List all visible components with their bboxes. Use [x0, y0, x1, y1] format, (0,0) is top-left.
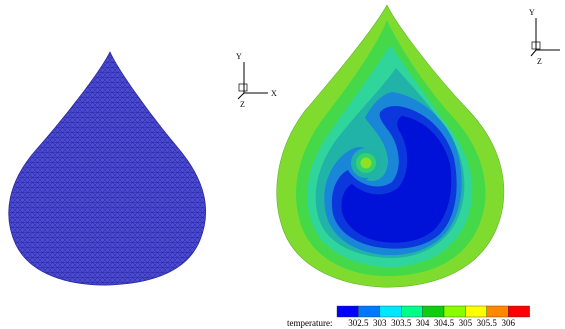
- colorbar-swatch: [336, 305, 359, 318]
- contour-core: [341, 116, 452, 243]
- colorbar-tick-label: 305: [459, 318, 473, 328]
- colorbar-swatch: [422, 305, 445, 318]
- mesh-drop: [8, 51, 206, 286]
- temperature-legend: temperature: 302.5 303 303.5 304 304.5 305 305…: [287, 305, 530, 328]
- colorbar-swatch: [379, 305, 402, 318]
- colorbar-tick-label: 304: [416, 318, 430, 328]
- left-triad-x-label: X: [271, 89, 277, 98]
- colorbar-swatch: [508, 305, 530, 318]
- hotspot-core: [360, 157, 372, 169]
- right-axes-triad: Y Z: [529, 8, 560, 66]
- colorbar-swatch: [358, 305, 380, 318]
- colorbar-tick-label: 306: [501, 318, 515, 328]
- colorbar-tick-label: 303: [373, 318, 387, 328]
- colorbar-swatch: [443, 305, 466, 318]
- colorbar-tick-label: 302.5: [348, 318, 369, 328]
- right-triad-y-label: Y: [529, 8, 535, 17]
- temperature-contour-plot: [276, 5, 504, 288]
- left-triad-y-label: Y: [236, 52, 242, 61]
- right-triad-z-label: Z: [537, 57, 542, 66]
- left-axes-triad: Y Z X: [236, 52, 277, 109]
- left-triad-z-label: Z: [240, 100, 245, 109]
- colorbar-tick-labels: 302.5 303 303.5 304 304.5 305 305.5 306: [348, 318, 515, 328]
- colorbar-swatch: [401, 305, 423, 318]
- colorbar-tick-label: 304.5: [434, 318, 455, 328]
- contour-outline: [276, 4, 505, 288]
- colorbar-tick-label: 305.5: [477, 318, 498, 328]
- legend-title: temperature:: [287, 318, 332, 328]
- colorbar-swatch: [465, 305, 487, 318]
- colorbar-tick-label: 303.5: [391, 318, 412, 328]
- colorbar-swatches: [336, 305, 530, 318]
- colorbar-swatch: [486, 305, 509, 318]
